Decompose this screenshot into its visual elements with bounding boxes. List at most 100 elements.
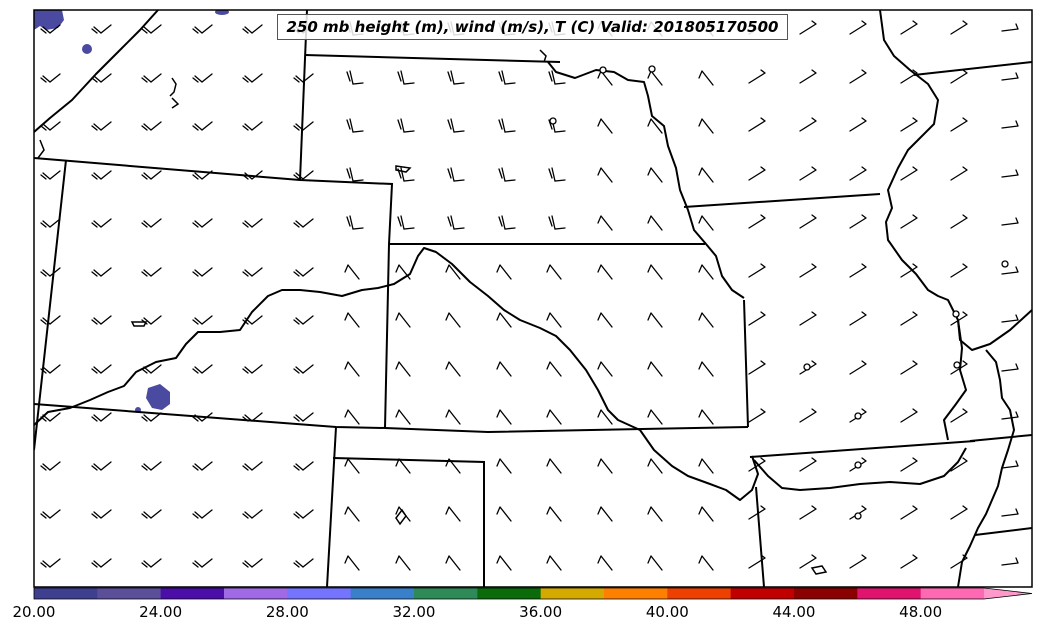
wind-barb	[346, 70, 364, 85]
wind-barb	[1001, 508, 1019, 517]
wind-barb	[799, 166, 817, 181]
wind-barb	[849, 20, 867, 35]
wind-barb	[799, 505, 817, 520]
wind-barb	[698, 555, 714, 571]
colorbar	[33, 587, 1033, 600]
wind-barb	[192, 364, 213, 374]
wind-barb	[900, 554, 918, 569]
wind-barb	[748, 263, 766, 278]
wind-barb	[799, 311, 817, 326]
wind-barb	[900, 360, 918, 375]
wind-barb	[192, 558, 213, 568]
wind-barb	[1001, 314, 1019, 323]
colorbar-segment	[604, 588, 668, 599]
colorbar-segment	[34, 588, 98, 599]
calm-wind-marker	[953, 361, 961, 369]
wind-barb	[900, 263, 918, 278]
wind-barb	[548, 215, 566, 230]
colorbar-segment	[477, 588, 542, 599]
wind-barb	[748, 505, 766, 520]
wind-barb	[799, 457, 817, 472]
wind-barb	[647, 118, 663, 134]
wind-barb	[496, 458, 512, 474]
wind-barb	[395, 506, 411, 522]
wind-barb	[445, 312, 461, 328]
map-content	[34, 10, 1032, 587]
wind-barb	[141, 364, 162, 374]
wind-barb	[293, 364, 314, 374]
wind-barb	[849, 360, 867, 375]
wind-barb	[597, 361, 613, 377]
wind-barb	[293, 558, 314, 568]
wind-barb	[698, 361, 714, 377]
wind-barb	[950, 408, 968, 423]
wind-barb	[647, 409, 663, 425]
wind-barb	[698, 118, 714, 134]
wind-barb	[1001, 23, 1019, 32]
wind-barb	[242, 267, 263, 277]
wind-barb	[445, 555, 461, 571]
wind-barb	[748, 166, 766, 181]
wind-barb	[498, 118, 516, 133]
wind-barb	[546, 409, 562, 425]
wind-barb	[192, 267, 213, 277]
wind-barb	[242, 315, 263, 325]
wind-barb	[849, 214, 867, 229]
colorbar-segment	[414, 588, 478, 599]
wind-barb	[445, 506, 461, 522]
wind-barb	[546, 506, 562, 522]
wind-barb	[1001, 169, 1019, 178]
wind-barb	[1001, 460, 1019, 469]
wind-barb	[293, 121, 314, 131]
wind-barb	[900, 408, 918, 423]
wind-barb	[597, 458, 613, 474]
calm-wind-marker	[1001, 260, 1009, 268]
wind-barb	[647, 167, 663, 183]
wind-barb	[799, 69, 817, 84]
colorbar-segment	[350, 588, 415, 599]
wind-barb	[293, 461, 314, 471]
wind-barb	[192, 170, 213, 180]
colorbar-segment	[920, 588, 985, 599]
wind-barb	[1001, 266, 1019, 275]
wind-barb	[346, 167, 364, 182]
wind-barb	[698, 312, 714, 328]
wind-barb	[40, 218, 61, 228]
wind-barb	[192, 461, 213, 471]
wind-barb	[40, 267, 61, 277]
colorbar-extend-arrow	[984, 588, 1032, 599]
wind-barb	[344, 409, 360, 425]
wind-barb	[548, 70, 566, 85]
wind-barb	[91, 267, 112, 277]
wind-barb	[397, 215, 415, 230]
wind-barb	[192, 24, 213, 34]
wind-barb	[748, 311, 766, 326]
wind-barb	[799, 408, 817, 423]
wind-barb	[40, 412, 61, 422]
wind-barb	[242, 170, 263, 180]
wind-barb	[496, 409, 512, 425]
wind-barb	[950, 505, 968, 520]
calm-wind-marker	[599, 66, 607, 74]
wind-barb	[445, 264, 461, 280]
wind-barb	[647, 458, 663, 474]
wind-barb	[141, 73, 162, 83]
calm-wind-marker	[854, 412, 862, 420]
wind-barb	[597, 409, 613, 425]
wind-barb	[498, 70, 516, 85]
wind-barb	[1001, 72, 1019, 81]
wind-barb	[141, 315, 162, 325]
wind-barb	[548, 167, 566, 182]
wind-barb	[950, 20, 968, 35]
wind-barb	[799, 20, 817, 35]
calm-wind-marker	[803, 363, 811, 371]
colorbar-segment	[794, 588, 858, 599]
wind-barb	[141, 24, 162, 34]
wind-barb	[395, 458, 411, 474]
wind-barb	[546, 458, 562, 474]
wind-barb	[344, 458, 360, 474]
wind-barb	[192, 412, 213, 422]
wind-barb	[950, 311, 968, 326]
wind-barb	[950, 457, 968, 472]
wind-barb	[748, 408, 766, 423]
